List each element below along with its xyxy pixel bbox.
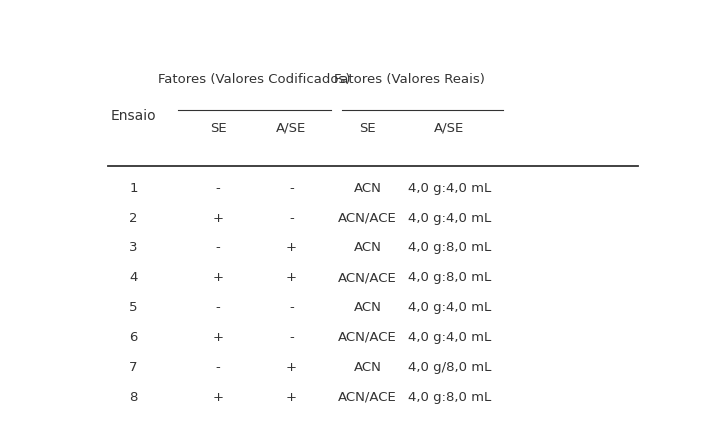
Text: +: + (213, 212, 223, 225)
Text: 4,0 g/8,0 mL: 4,0 g/8,0 mL (408, 361, 491, 374)
Text: 8: 8 (129, 391, 138, 404)
Text: +: + (213, 391, 223, 404)
Text: 4: 4 (129, 271, 138, 284)
Text: +: + (286, 271, 297, 284)
Text: 1: 1 (129, 182, 138, 195)
Text: A/SE: A/SE (276, 122, 306, 135)
Text: +: + (213, 331, 223, 344)
Text: +: + (286, 391, 297, 404)
Text: -: - (215, 361, 221, 374)
Text: -: - (215, 241, 221, 254)
Text: 4,0 g:4,0 mL: 4,0 g:4,0 mL (408, 301, 491, 314)
Text: 6: 6 (129, 331, 138, 344)
Text: 3: 3 (129, 241, 138, 254)
Text: SE: SE (210, 122, 226, 135)
Text: ACN/ACE: ACN/ACE (338, 212, 397, 225)
Text: +: + (286, 361, 297, 374)
Text: ACN: ACN (354, 182, 381, 195)
Text: -: - (215, 182, 221, 195)
Text: -: - (215, 301, 221, 314)
Text: ACN: ACN (354, 361, 381, 374)
Text: Fatores (Valores Codificados): Fatores (Valores Codificados) (159, 73, 351, 86)
Text: -: - (289, 301, 293, 314)
Text: 4,0 g:8,0 mL: 4,0 g:8,0 mL (408, 241, 491, 254)
Text: 4,0 g:4,0 mL: 4,0 g:4,0 mL (408, 182, 491, 195)
Text: -: - (289, 212, 293, 225)
Text: 5: 5 (129, 301, 138, 314)
Text: 4,0 g:8,0 mL: 4,0 g:8,0 mL (408, 391, 491, 404)
Text: 4,0 g:4,0 mL: 4,0 g:4,0 mL (408, 331, 491, 344)
Text: ACN/ACE: ACN/ACE (338, 391, 397, 404)
Text: SE: SE (359, 122, 376, 135)
Text: Fatores (Valores Reais): Fatores (Valores Reais) (334, 73, 485, 86)
Text: A/SE: A/SE (434, 122, 464, 135)
Text: ACN: ACN (354, 241, 381, 254)
Text: ACN: ACN (354, 301, 381, 314)
Text: ACN/ACE: ACN/ACE (338, 271, 397, 284)
Text: +: + (213, 271, 223, 284)
Text: 4,0 g:8,0 mL: 4,0 g:8,0 mL (408, 271, 491, 284)
Text: -: - (289, 331, 293, 344)
Text: 4,0 g:4,0 mL: 4,0 g:4,0 mL (408, 212, 491, 225)
Text: ACN/ACE: ACN/ACE (338, 331, 397, 344)
Text: Ensaio: Ensaio (111, 109, 156, 123)
Text: 7: 7 (129, 361, 138, 374)
Text: 2: 2 (129, 212, 138, 225)
Text: -: - (289, 182, 293, 195)
Text: +: + (286, 241, 297, 254)
